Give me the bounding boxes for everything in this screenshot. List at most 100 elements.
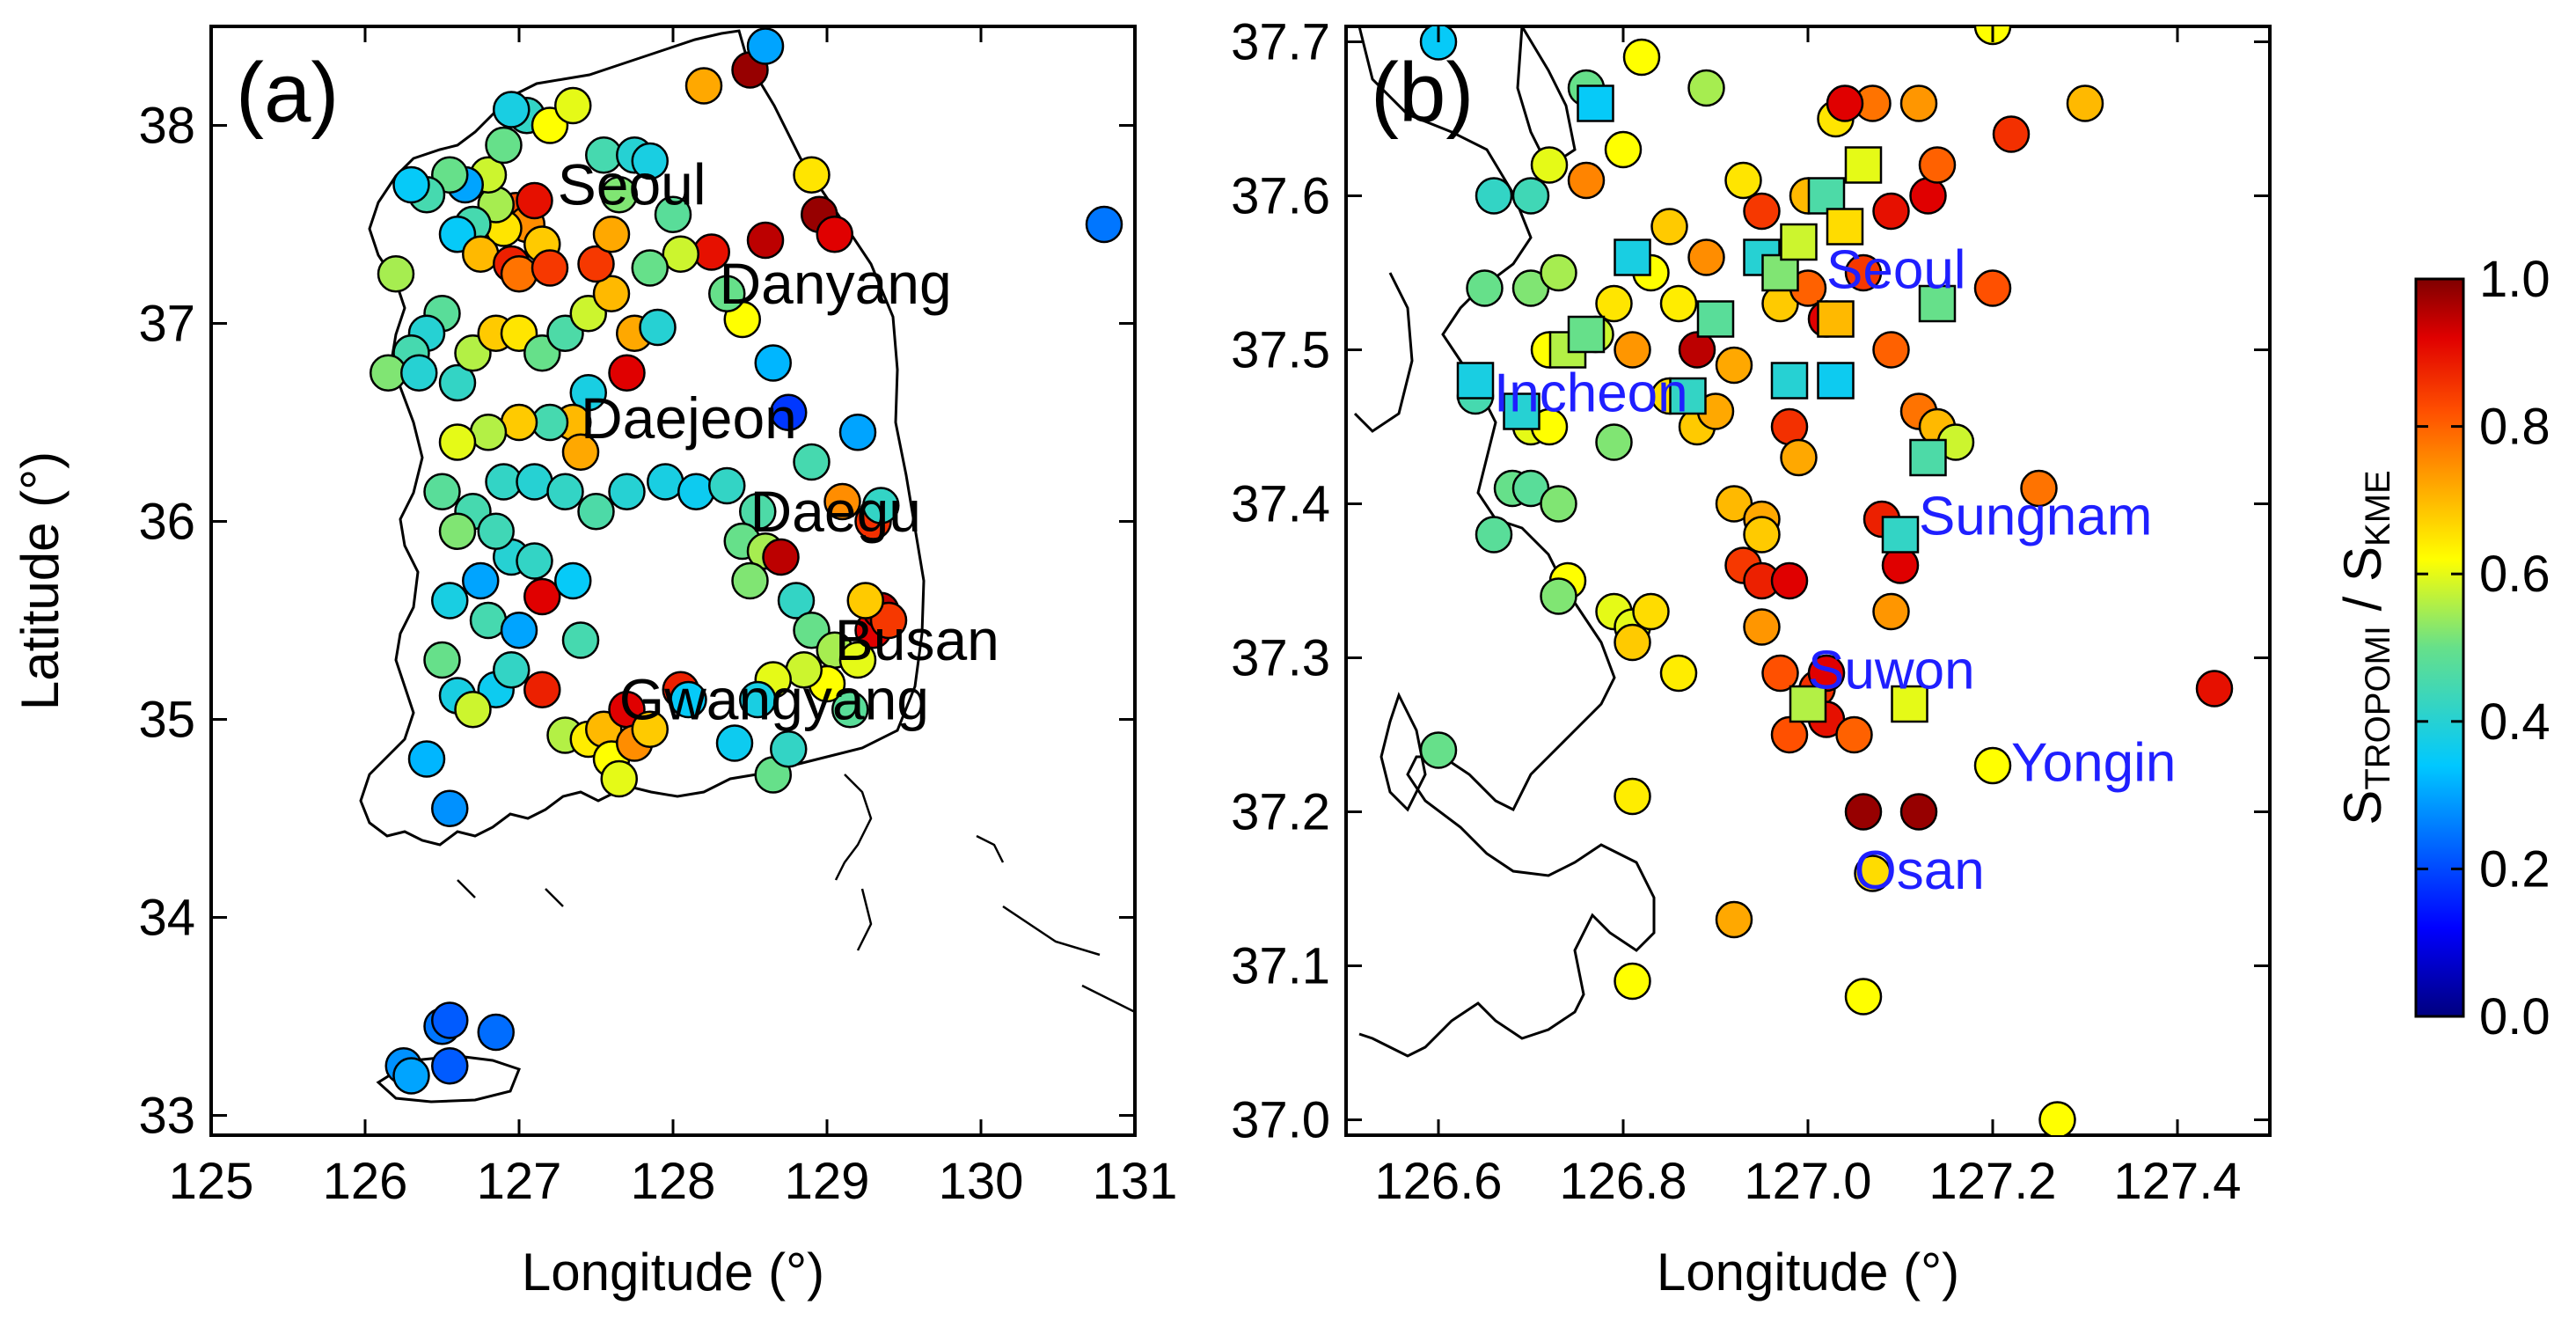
panel-a-xlabel: Longitude (°) xyxy=(522,1243,824,1302)
station-circle-marker xyxy=(1475,516,1513,554)
station-circle-marker xyxy=(1614,331,1651,369)
panel-b-ytick-label: 37.6 xyxy=(1231,168,1330,225)
station-circle-marker xyxy=(684,67,723,105)
station-circle-marker xyxy=(762,538,800,576)
panel-a-ytick-label: 36 xyxy=(138,494,195,551)
station-circle-marker xyxy=(1659,654,1698,693)
panel-a-xtick-label: 131 xyxy=(1093,1153,1178,1210)
station-circle-marker xyxy=(561,433,600,471)
station-circle-marker xyxy=(2066,84,2104,122)
station-circle-marker xyxy=(561,621,600,659)
station-circle-marker xyxy=(500,255,538,293)
station-circle-marker xyxy=(516,542,553,580)
panel-a-label: (a) xyxy=(236,46,339,140)
panel-b-xtick-label: 127.0 xyxy=(1744,1153,1871,1210)
station-circle-marker xyxy=(823,482,861,521)
colorbar: 0.0 0.2 0.4 0.6 0.8 1.0 STROPOMI / SKME xyxy=(2333,251,2550,1045)
station-circle-marker xyxy=(831,691,869,729)
panel-a-coastline-islands xyxy=(457,774,1135,1014)
station-square-marker xyxy=(1780,223,1818,261)
panel-a-ylabel: Latitude (°) xyxy=(11,451,70,710)
station-square-marker xyxy=(1807,177,1846,215)
panel-b-ytick-label: 37.0 xyxy=(1231,1092,1330,1149)
colorbar-label-sub-tropomi: TROPOMI xyxy=(2359,626,2397,790)
station-circle-marker xyxy=(2020,469,2058,508)
station-square-marker xyxy=(1761,253,1799,292)
station-circle-marker xyxy=(631,710,669,748)
station-square-marker xyxy=(1881,516,1920,554)
station-circle-marker xyxy=(493,91,531,128)
panel-b-ticks: 126.6 126.8 127.0 127.2 127.4 37.0 37.1 37.2 37.… xyxy=(1231,14,2270,1210)
station-circle-marker xyxy=(1780,438,1818,477)
station-circle-marker xyxy=(816,216,853,253)
station-circle-marker xyxy=(1715,346,1753,385)
station-circle-marker xyxy=(631,249,669,287)
panel-b-city-label: Incheon xyxy=(1494,363,1688,424)
panel-b-label: (b) xyxy=(1371,46,1474,140)
colorbar-label-s: S xyxy=(2333,790,2392,825)
station-circle-marker xyxy=(438,363,477,402)
station-circle-marker xyxy=(754,344,792,382)
station-circle-marker xyxy=(1659,284,1698,323)
station-circle-marker xyxy=(1595,284,1633,323)
panel-a-ticks: 125 126 127 128 129 130 131 33 34 35 36 37 38 xyxy=(138,26,1177,1210)
panel-a-city-label: Daegu xyxy=(750,479,922,544)
station-circle-marker xyxy=(746,221,785,260)
station-circle-marker xyxy=(554,86,592,125)
station-circle-marker xyxy=(746,27,785,65)
station-square-marker xyxy=(1789,685,1827,723)
station-circle-marker xyxy=(592,216,631,253)
station-circle-marker xyxy=(392,1057,430,1095)
panel-b-city-label: Suwon xyxy=(1808,641,1975,701)
station-circle-marker xyxy=(1724,161,1762,200)
station-square-marker xyxy=(1918,284,1957,323)
panel-b-city-label: Seoul xyxy=(1826,240,1966,301)
colorbar-bar xyxy=(2414,277,2465,1018)
station-circle-marker xyxy=(477,1013,515,1052)
station-circle-marker xyxy=(600,759,638,798)
panel-b-ytick-label: 37.2 xyxy=(1231,784,1330,841)
station-circle-marker xyxy=(1743,608,1781,646)
panel-a-ytick-label: 38 xyxy=(138,98,195,155)
station-circle-marker xyxy=(731,561,769,600)
station-circle-marker xyxy=(516,181,553,220)
station-circle-marker xyxy=(1854,854,1892,892)
panel-a-city-label: Seoul xyxy=(558,152,706,217)
station-circle-marker xyxy=(438,423,477,461)
station-circle-marker xyxy=(1743,516,1781,554)
station-circle-marker xyxy=(577,493,615,531)
station-circle-marker xyxy=(1761,654,1799,693)
station-circle-marker xyxy=(793,443,831,481)
station-circle-marker xyxy=(523,671,561,708)
station-circle-marker xyxy=(838,414,877,451)
station-circle-marker xyxy=(431,582,469,620)
panel-b-city-label: Osan xyxy=(1855,840,1985,901)
panel-a-xtick-label: 127 xyxy=(477,1153,562,1210)
colorbar-label: STROPOMI / SKME xyxy=(2333,470,2397,825)
station-square-marker xyxy=(1909,438,1947,477)
panel-b-ytick-label: 37.3 xyxy=(1231,630,1330,687)
station-circle-marker xyxy=(1466,269,1504,307)
station-circle-marker xyxy=(677,473,715,510)
station-circle-marker xyxy=(1973,746,2012,785)
station-circle-marker xyxy=(546,473,584,510)
colorbar-tick-label: 0.0 xyxy=(2479,988,2550,1045)
station-circle-marker xyxy=(1085,205,1123,244)
panel-a-ytick-label: 37 xyxy=(138,296,195,353)
station-circle-marker xyxy=(392,165,430,204)
station-square-marker xyxy=(1503,392,1540,430)
panel-b-ytick-label: 37.1 xyxy=(1231,938,1330,995)
panel-a-xtick-label: 125 xyxy=(169,1153,254,1210)
station-circle-marker xyxy=(631,142,669,180)
station-circle-marker xyxy=(407,740,446,778)
station-circle-marker xyxy=(1872,192,1910,231)
panel-a-ytick-label: 33 xyxy=(138,1088,195,1145)
station-circle-marker xyxy=(770,730,808,768)
station-circle-marker xyxy=(1595,423,1633,461)
station-circle-marker xyxy=(1973,269,2012,307)
station-circle-marker xyxy=(423,641,461,679)
station-circle-marker xyxy=(531,249,569,287)
panel-b-xtick-label: 126.8 xyxy=(1559,1153,1687,1210)
colorbar-label-separator: / S xyxy=(2333,546,2392,626)
